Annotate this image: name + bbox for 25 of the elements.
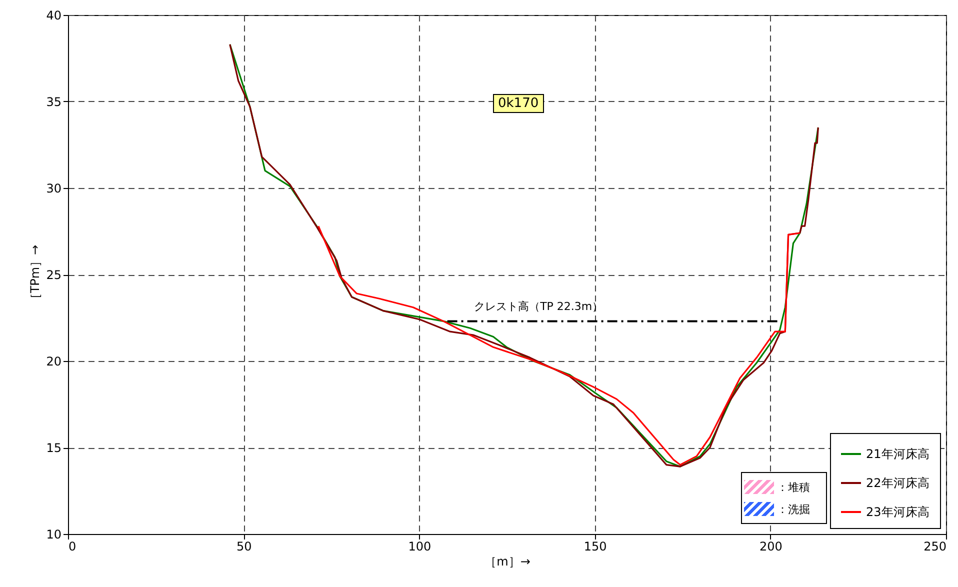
hatch-legend: ：堆積 ：洗掘: [741, 472, 827, 524]
y-tick-label: 15: [46, 441, 62, 455]
x-tick-label: 200: [759, 540, 782, 554]
x-tick-label: 100: [408, 540, 432, 554]
y-tick-label: 35: [46, 95, 62, 109]
line-series: [229, 44, 819, 468]
annotation: ：洗掘: [777, 502, 810, 516]
x-tick-label: 250: [924, 540, 946, 554]
x-axis-title: ［m］→: [484, 554, 530, 568]
x-tick-label: 150: [584, 540, 607, 554]
line-series: [318, 225, 801, 466]
y-tick-label: 40: [46, 8, 62, 22]
y-tick-label: 30: [46, 182, 62, 196]
annotation: 0k170: [493, 94, 544, 113]
legend-label: 22年河床高: [866, 476, 930, 490]
y-axis-title: ［TPm］→: [28, 244, 42, 306]
legend-label: 23年河床高: [866, 505, 930, 519]
y-tick-label: 10: [46, 528, 62, 542]
x-tick-label: 50: [236, 540, 252, 554]
y-tick-label: 20: [46, 354, 62, 368]
y-tick-label: 25: [46, 268, 62, 282]
legend-label: 21年河床高: [866, 447, 930, 461]
annotation: ：堆積: [777, 480, 810, 494]
annotation: クレスト高（TP 22.3m）: [474, 300, 604, 314]
x-tick-label: 0: [68, 540, 76, 554]
